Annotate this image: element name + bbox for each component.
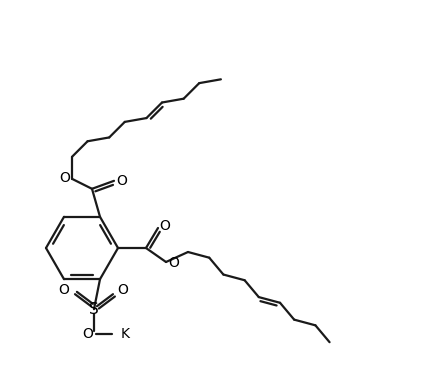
Text: O: O [117,174,127,188]
Text: S: S [89,302,99,317]
Text: O: O [118,283,128,297]
Text: K: K [121,327,130,341]
Text: O: O [83,327,93,341]
Text: O: O [60,171,70,185]
Text: O: O [160,219,170,233]
Text: O: O [58,283,69,297]
Text: O: O [169,256,179,270]
